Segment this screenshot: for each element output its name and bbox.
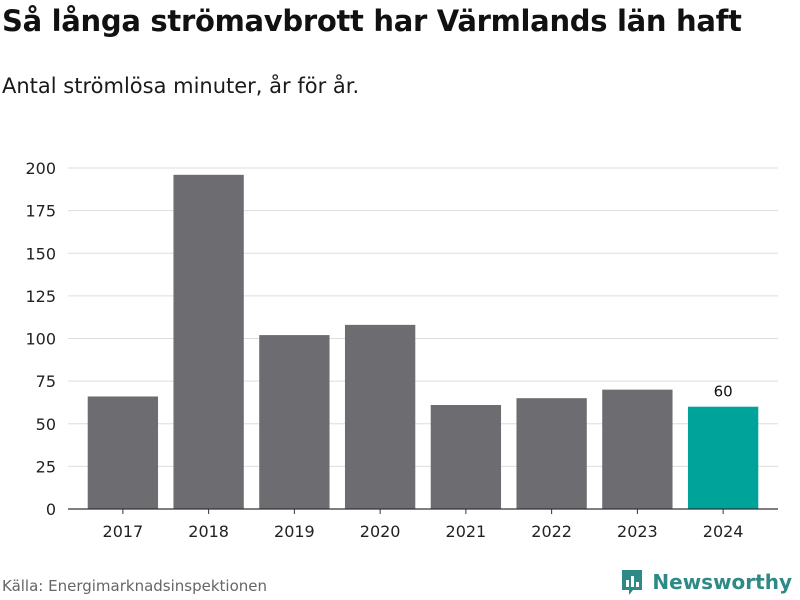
y-tick-label: 125 <box>25 287 56 306</box>
x-tick-label: 2022 <box>531 522 572 541</box>
y-tick-label: 200 <box>25 159 56 178</box>
x-tick-label: 2021 <box>446 522 487 541</box>
newsworthy-logo-icon <box>622 570 643 595</box>
labels: 0 25 50 75 100 125 150 175 200 2017 2018 2019 2020 20… <box>25 159 743 541</box>
bars <box>87 174 759 509</box>
bar <box>87 396 159 509</box>
x-tick-label: 2024 <box>703 522 744 541</box>
x-tick-label: 2017 <box>103 522 144 541</box>
y-tick-label: 150 <box>25 244 56 263</box>
chart-title: Så långa strömavbrott har Värmlands län … <box>2 4 742 38</box>
y-tick-label: 100 <box>25 330 56 349</box>
newsworthy-logo: Newsworthy <box>620 568 792 596</box>
axes <box>68 508 778 514</box>
x-tick-label: 2023 <box>617 522 658 541</box>
chart-subtitle: Antal strömlösa minuter, år för år. <box>2 74 360 98</box>
bar <box>259 335 330 509</box>
bar <box>173 174 244 509</box>
bar <box>344 324 416 509</box>
y-tick-label: 25 <box>36 457 56 476</box>
x-tick-label: 2019 <box>274 522 315 541</box>
bar <box>430 404 502 509</box>
x-tick-label: 2018 <box>188 522 229 541</box>
brand-name: Newsworthy <box>652 570 792 594</box>
bar <box>516 398 587 509</box>
bar <box>602 389 673 509</box>
bar-chart: 0 25 50 75 100 125 150 175 200 2017 2018 2019 2020 20… <box>25 159 778 541</box>
bar-highlight <box>687 406 759 509</box>
y-tick-label: 175 <box>25 202 56 221</box>
data-label: 60 <box>714 383 733 401</box>
y-tick-label: 50 <box>36 415 56 434</box>
source-note: Källa: Energimarknadsinspektionen <box>2 577 268 595</box>
y-tick-label: 0 <box>46 500 56 519</box>
x-tick-label: 2020 <box>360 522 401 541</box>
y-tick-label: 75 <box>36 372 56 391</box>
